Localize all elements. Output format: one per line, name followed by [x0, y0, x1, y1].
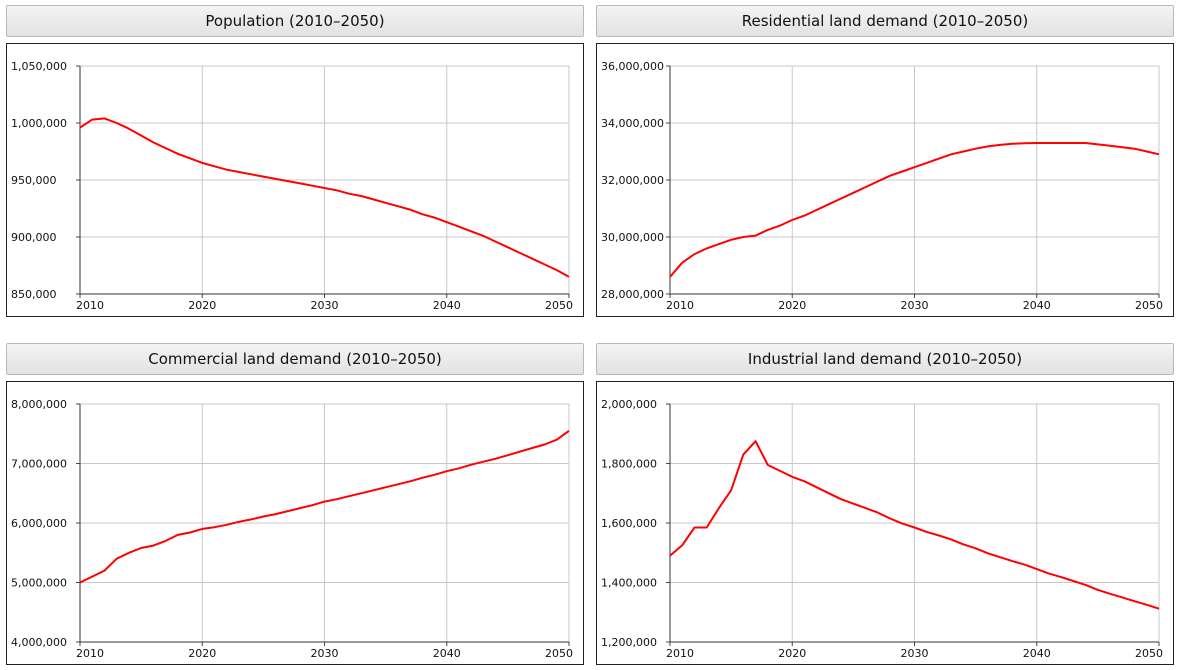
x-tick-label: 2010	[76, 647, 104, 660]
x-tick-label: 2040	[433, 299, 461, 312]
commercial-land-panel: Commercial land demand (2010–2050) 2010 2…	[6, 343, 584, 665]
x-tick-label: 2010	[666, 647, 694, 660]
y-tick-label: 950,000	[11, 174, 57, 187]
residential-land-chart: 2010 2020 2030 2040 2050 28,000,000 30,000,000…	[596, 43, 1174, 317]
y-tick-label: 1,000,000	[11, 117, 67, 130]
x-tick-label: 2020	[778, 647, 806, 660]
y-tick-label: 1,800,000	[601, 458, 657, 471]
series-line	[669, 440, 1160, 610]
x-tick-label: 2040	[433, 647, 461, 660]
x-tick-label: 2050	[545, 647, 573, 660]
y-tick-label: 2,000,000	[601, 398, 657, 411]
x-tick-label: 2050	[1135, 647, 1163, 660]
x-tick-label: 2010	[666, 299, 694, 312]
x-tick-label: 2030	[901, 299, 929, 312]
series-line	[669, 142, 1160, 278]
x-tick-label: 2030	[901, 647, 929, 660]
y-tick-label: 7,000,000	[11, 458, 67, 471]
y-tick-label: 34,000,000	[601, 117, 664, 130]
x-tick-label: 2020	[188, 647, 216, 660]
x-tick-label: 2030	[311, 647, 339, 660]
x-tick-label: 2020	[778, 299, 806, 312]
x-tick-label: 2050	[1135, 299, 1163, 312]
chart-svg: 2010 2020 2030 2040 2050 4,000,000 5,000,000 6,…	[11, 398, 573, 660]
residential-land-panel: Residential land demand (2010–2050) 2010…	[596, 5, 1174, 317]
series-line	[79, 117, 570, 278]
x-tick-label: 2050	[545, 299, 573, 312]
y-tick-label: 28,000,000	[601, 288, 664, 301]
chart-title: Residential land demand (2010–2050)	[596, 5, 1174, 37]
x-tick-label: 2010	[76, 299, 104, 312]
chart-title: Commercial land demand (2010–2050)	[6, 343, 584, 375]
y-tick-label: 1,200,000	[601, 636, 657, 649]
x-tick-label: 2020	[188, 299, 216, 312]
y-tick-label: 1,050,000	[11, 60, 67, 73]
industrial-land-chart: 2010 2020 2030 2040 2050 1,200,000 1,400,000 1,…	[596, 381, 1174, 665]
y-tick-label: 850,000	[11, 288, 57, 301]
population-chart: 2010 2020 2030 2040 2050 850,000 900,000 950,00…	[6, 43, 584, 317]
y-tick-label: 1,400,000	[601, 577, 657, 590]
population-panel: Population (2010–2050) 2010 2020 2030 2040 2…	[6, 5, 584, 317]
y-tick-label: 5,000,000	[11, 577, 67, 590]
y-tick-label: 4,000,000	[11, 636, 67, 649]
y-tick-label: 36,000,000	[601, 60, 664, 73]
chart-svg: 2010 2020 2030 2040 2050 28,000,000 30,000,000…	[601, 60, 1163, 312]
y-tick-label: 32,000,000	[601, 174, 664, 187]
industrial-land-panel: Industrial land demand (2010–2050) 2010 2…	[596, 343, 1174, 665]
chart-title: Industrial land demand (2010–2050)	[596, 343, 1174, 375]
y-tick-label: 8,000,000	[11, 398, 67, 411]
y-tick-label: 6,000,000	[11, 517, 67, 530]
y-tick-label: 30,000,000	[601, 231, 664, 244]
x-tick-label: 2030	[311, 299, 339, 312]
chart-svg: 2010 2020 2030 2040 2050 1,200,000 1,400,000 1,…	[601, 398, 1163, 660]
series-line	[79, 429, 570, 584]
chart-title: Population (2010–2050)	[6, 5, 584, 37]
y-tick-label: 1,600,000	[601, 517, 657, 530]
commercial-land-chart: 2010 2020 2030 2040 2050 4,000,000 5,000,000 6,…	[6, 381, 584, 665]
x-tick-label: 2040	[1023, 299, 1051, 312]
chart-svg: 2010 2020 2030 2040 2050 850,000 900,000 950,00…	[11, 60, 573, 312]
y-tick-label: 900,000	[11, 231, 57, 244]
x-tick-label: 2040	[1023, 647, 1051, 660]
